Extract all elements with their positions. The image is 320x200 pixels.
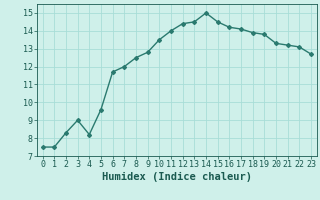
X-axis label: Humidex (Indice chaleur): Humidex (Indice chaleur) [102, 172, 252, 182]
